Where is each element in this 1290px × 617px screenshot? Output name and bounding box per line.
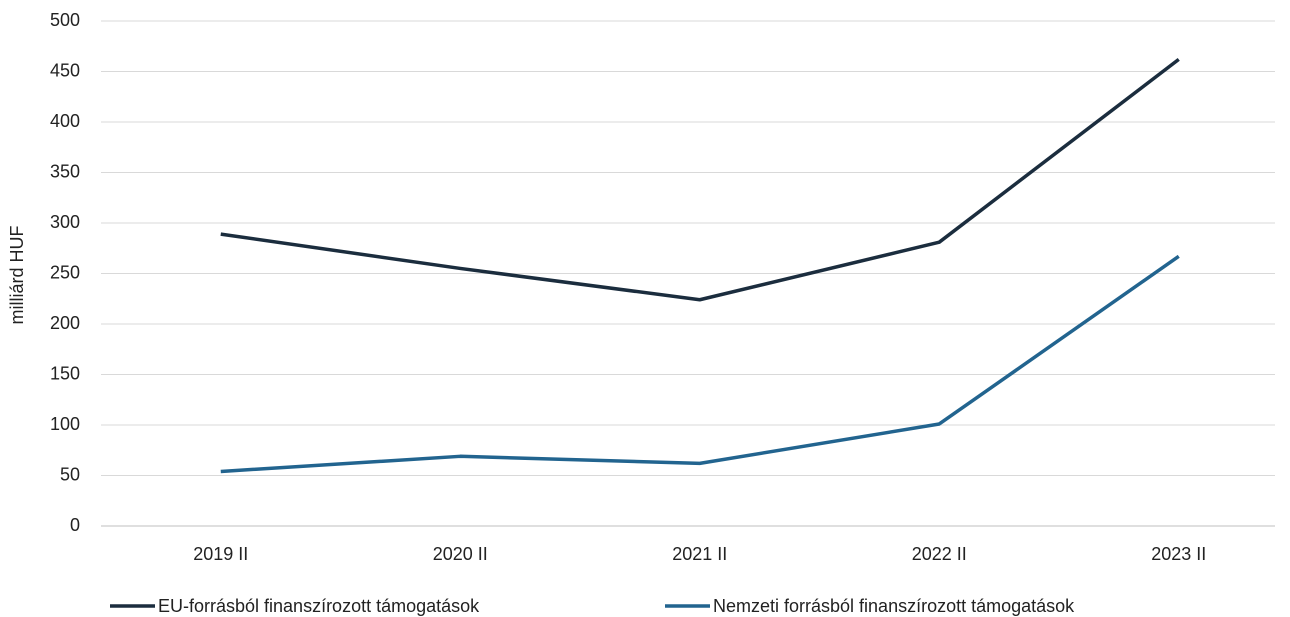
y-tick-label: 450 bbox=[50, 60, 80, 80]
y-tick-label: 200 bbox=[50, 313, 80, 333]
y-axis-label: milliárd HUF bbox=[7, 225, 27, 324]
legend-label: EU-forrásból finanszírozott támogatások bbox=[158, 596, 480, 616]
x-tick-label: 2021 II bbox=[672, 544, 727, 564]
y-tick-label: 400 bbox=[50, 111, 80, 131]
x-tick-label: 2020 II bbox=[433, 544, 488, 564]
y-tick-label: 350 bbox=[50, 161, 80, 181]
line-series bbox=[220, 254, 1180, 474]
y-tick-label: 250 bbox=[50, 262, 80, 282]
x-tick-label: 2019 II bbox=[193, 544, 248, 564]
y-tick-label: 300 bbox=[50, 212, 80, 232]
x-tick-label: 2023 II bbox=[1151, 544, 1206, 564]
y-tick-label: 150 bbox=[50, 363, 80, 383]
line-series bbox=[220, 57, 1180, 302]
legend-label: Nemzeti forrásból finanszírozott támogat… bbox=[713, 596, 1075, 616]
y-tick-label: 500 bbox=[50, 10, 80, 30]
x-tick-label: 2022 II bbox=[912, 544, 967, 564]
y-tick-label: 50 bbox=[60, 464, 80, 484]
y-tick-label: 100 bbox=[50, 414, 80, 434]
y-tick-label: 0 bbox=[70, 515, 80, 535]
